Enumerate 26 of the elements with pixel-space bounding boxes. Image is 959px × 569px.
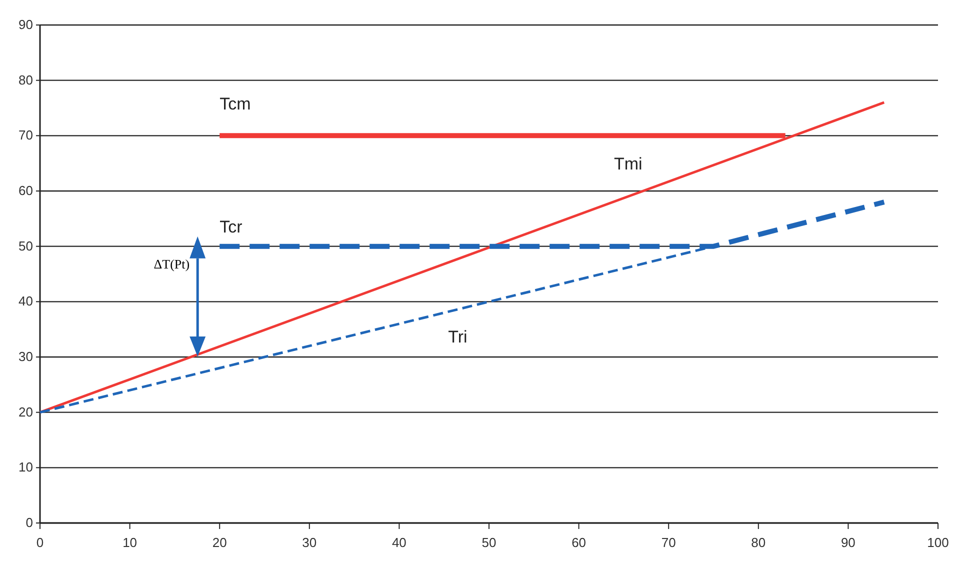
x-tick-label: 10 (122, 535, 138, 550)
y-tick-label: 30 (18, 349, 33, 364)
y-tick-label: 50 (18, 238, 33, 254)
series-label: Tcr (220, 217, 243, 236)
series-label: Tmi (614, 154, 642, 174)
x-tick-label: 50 (482, 535, 496, 550)
y-tick-label: 90 (18, 17, 33, 32)
y-tick-label: 60 (18, 183, 33, 198)
x-tick-label: 80 (751, 535, 766, 550)
y-tick-label: 10 (18, 460, 33, 475)
y-tick-label: 0 (26, 515, 33, 530)
y-tick-label: 40 (18, 294, 33, 309)
annotation: ΔT(Pt) (154, 256, 190, 272)
y-tick-label: 80 (18, 72, 33, 88)
x-tick-label: 90 (840, 535, 856, 550)
x-tick-label: 40 (392, 535, 406, 550)
x-tick-label: 60 (572, 535, 586, 550)
y-tick-label: 20 (18, 404, 33, 420)
x-tick-label: 70 (661, 535, 676, 550)
x-tick-label: 100 (927, 535, 949, 550)
series-label: Tcm (220, 94, 251, 114)
x-tick-label: 20 (212, 535, 227, 550)
series-label: Tri (448, 328, 468, 347)
y-tick-label: 70 (18, 128, 33, 143)
x-tick-label: 30 (302, 535, 317, 550)
x-tick-label: 0 (36, 535, 44, 550)
